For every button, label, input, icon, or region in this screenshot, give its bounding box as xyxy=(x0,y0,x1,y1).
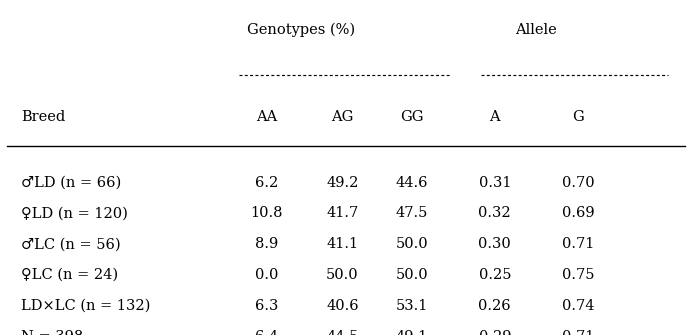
Text: 44.5: 44.5 xyxy=(327,330,358,335)
Text: 0.69: 0.69 xyxy=(561,206,594,220)
Text: Genotypes (%): Genotypes (%) xyxy=(247,23,355,37)
Text: 0.0: 0.0 xyxy=(255,268,278,282)
Text: LD×LC (n = 132): LD×LC (n = 132) xyxy=(21,299,150,313)
Text: 0.71: 0.71 xyxy=(562,237,594,251)
Text: 50.0: 50.0 xyxy=(395,268,428,282)
Text: 10.8: 10.8 xyxy=(251,206,282,220)
Text: 6.2: 6.2 xyxy=(255,176,278,190)
Text: 50.0: 50.0 xyxy=(326,268,359,282)
Text: 47.5: 47.5 xyxy=(396,206,428,220)
Text: 0.74: 0.74 xyxy=(562,299,594,313)
Text: G: G xyxy=(572,110,583,124)
Text: 49.1: 49.1 xyxy=(396,330,428,335)
Text: 6.3: 6.3 xyxy=(255,299,278,313)
Text: 41.1: 41.1 xyxy=(327,237,358,251)
Text: 0.31: 0.31 xyxy=(479,176,511,190)
Text: ♂LC (n = 56): ♂LC (n = 56) xyxy=(21,237,120,251)
Text: ♀LD (n = 120): ♀LD (n = 120) xyxy=(21,206,127,220)
Text: 8.9: 8.9 xyxy=(255,237,278,251)
Text: 50.0: 50.0 xyxy=(395,237,428,251)
Text: 0.25: 0.25 xyxy=(479,268,511,282)
Text: A: A xyxy=(489,110,500,124)
Text: 0.71: 0.71 xyxy=(562,330,594,335)
Text: 49.2: 49.2 xyxy=(327,176,358,190)
Text: GG: GG xyxy=(400,110,424,124)
Text: ♀LC (n = 24): ♀LC (n = 24) xyxy=(21,268,118,282)
Text: 0.32: 0.32 xyxy=(478,206,511,220)
Text: 6.4: 6.4 xyxy=(255,330,278,335)
Text: ♂LD (n = 66): ♂LD (n = 66) xyxy=(21,176,121,190)
Text: AA: AA xyxy=(256,110,277,124)
Text: 0.30: 0.30 xyxy=(478,237,511,251)
Text: 0.29: 0.29 xyxy=(479,330,511,335)
Text: 0.26: 0.26 xyxy=(478,299,511,313)
Text: 41.7: 41.7 xyxy=(327,206,358,220)
Text: Breed: Breed xyxy=(21,110,65,124)
Text: 0.70: 0.70 xyxy=(561,176,594,190)
Text: Allele: Allele xyxy=(516,23,557,37)
Text: 53.1: 53.1 xyxy=(396,299,428,313)
Text: 44.6: 44.6 xyxy=(396,176,428,190)
Text: N = 398: N = 398 xyxy=(21,330,83,335)
Text: 40.6: 40.6 xyxy=(326,299,359,313)
Text: AG: AG xyxy=(331,110,354,124)
Text: 0.75: 0.75 xyxy=(562,268,594,282)
